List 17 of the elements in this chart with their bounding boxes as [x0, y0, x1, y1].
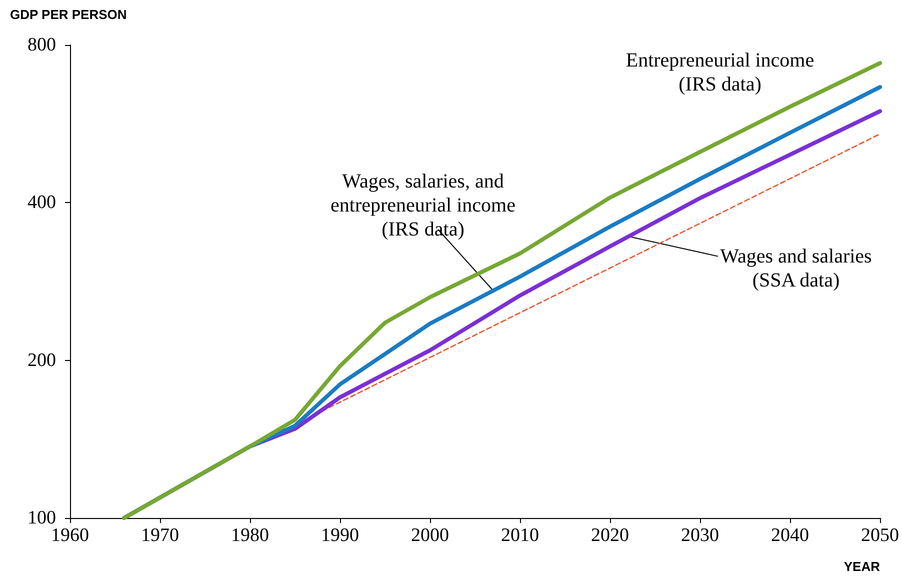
y-tick-label: 800	[28, 34, 56, 56]
annotation: Wages, salaries, and entrepreneurial income (IRS data)	[330, 170, 516, 240]
x-tick-label: 1970	[141, 525, 179, 546]
x-tick-label: 2040	[771, 525, 809, 546]
y-axis-title: GDP PER PERSON	[10, 7, 127, 22]
x-tick-label: 2020	[591, 525, 629, 546]
x-tick-label: 2010	[501, 525, 539, 546]
annotation: Entrepreneurial income (IRS data)	[626, 50, 814, 96]
x-tick-label: 2000	[411, 525, 449, 546]
x-axis-title: YEAR	[844, 559, 881, 574]
x-tick-label: 2030	[681, 525, 719, 546]
y-tick-label: 400	[28, 192, 56, 214]
x-tick-label: 1980	[231, 525, 269, 546]
x-tick-label: 1990	[321, 525, 359, 546]
annotation: Wages and salaries (SSA data)	[720, 245, 872, 292]
y-tick-label: 200	[28, 350, 56, 371]
x-tick-label: 2050	[861, 525, 899, 546]
